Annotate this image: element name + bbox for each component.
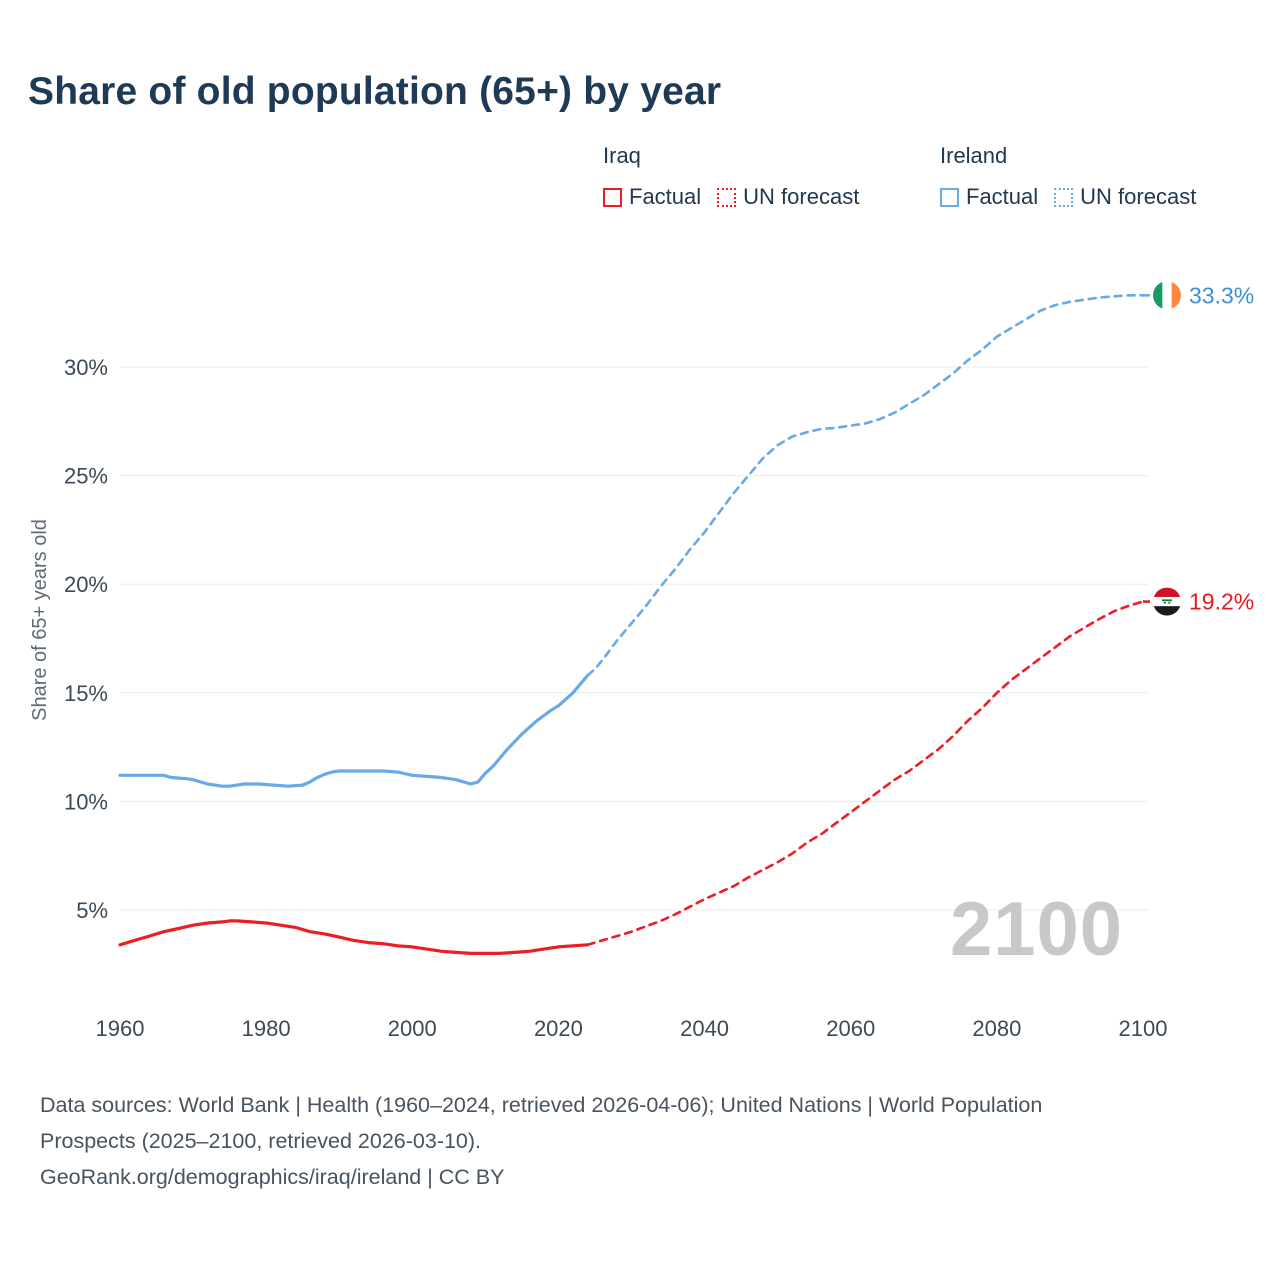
y-tick-label: 20% [64, 572, 108, 597]
iraq-forecast-label: UN forecast [743, 184, 860, 209]
x-tick-label: 1960 [96, 1016, 145, 1041]
legend-group-ireland: Ireland Factual UN forecast [940, 143, 1196, 210]
iraq-factual-swatch-icon [603, 187, 622, 207]
y-axis-title: Share of 65+ years old [29, 519, 51, 721]
legend-group-iraq: Iraq Factual UN forecast [603, 143, 859, 210]
ireland-forecast-label: UN forecast [1080, 184, 1197, 209]
y-tick-label: 25% [64, 464, 108, 489]
legend-group-title-iraq: Iraq [603, 143, 641, 168]
attribution-line: GeoRank.org/demographics/iraq/ireland | … [40, 1160, 1130, 1196]
iraq-flag-icon [1153, 587, 1181, 616]
year-watermark: 2100 [950, 887, 1124, 972]
series-iraq-un-forecast [586, 600, 1145, 947]
x-tick-label: 2060 [826, 1016, 875, 1041]
grid-and-ticks: 5% 10% 15% 20% 25% 30% 1960 1980 2000 2020 2040 206… [64, 355, 1168, 1041]
data-sources-text: Data sources: World Bank | Health (1960–… [40, 1093, 1043, 1153]
x-tick-label: 1980 [242, 1016, 291, 1041]
line-chart-canvas[interactable]: 5% 10% 15% 20% 25% 30% 1960 1980 2000 2020 2040 206… [0, 240, 1280, 1070]
legend-items-iraq: Factual UN forecast [603, 184, 859, 210]
series-iraq-factual [118, 919, 590, 955]
legend-group-title-ireland: Ireland [940, 143, 1008, 168]
x-tick-label: 2040 [680, 1016, 729, 1041]
y-tick-label: 5% [76, 898, 108, 923]
y-tick-label: 10% [64, 789, 108, 814]
y-tick-label: 15% [64, 681, 108, 706]
end-markers: 33.3% 19.2% [1143, 282, 1254, 615]
iraq-end-value: 19.2% [1189, 589, 1254, 615]
georank-link[interactable]: GeoRank.org/demographics/iraq/ireland [40, 1164, 422, 1189]
iraq-forecast-swatch-icon [717, 187, 737, 207]
ireland-flag-icon [1153, 281, 1181, 310]
legend-items-ireland: Factual UN forecast [940, 184, 1196, 210]
ireland-factual-label: Factual [966, 184, 1039, 209]
series-ireland-factual [118, 673, 590, 788]
x-tick-label: 2020 [534, 1016, 583, 1041]
y-tick-label: 30% [64, 355, 108, 380]
license-text: | CC BY [421, 1164, 505, 1189]
page-title: Share of old population (65+) by year [28, 70, 722, 113]
x-tick-label: 2000 [388, 1016, 437, 1041]
x-tick-label: 2100 [1119, 1016, 1168, 1041]
series-ireland-un-forecast [586, 294, 1145, 677]
x-tick-label: 2080 [972, 1016, 1021, 1041]
footer: Data sources: World Bank | Health (1960–… [40, 1088, 1130, 1196]
iraq-factual-label: Factual [629, 184, 702, 209]
ireland-end-value: 33.3% [1189, 282, 1254, 308]
ireland-forecast-swatch-icon [1054, 187, 1074, 207]
ireland-factual-swatch-icon [940, 187, 959, 207]
series-lines [118, 294, 1145, 955]
